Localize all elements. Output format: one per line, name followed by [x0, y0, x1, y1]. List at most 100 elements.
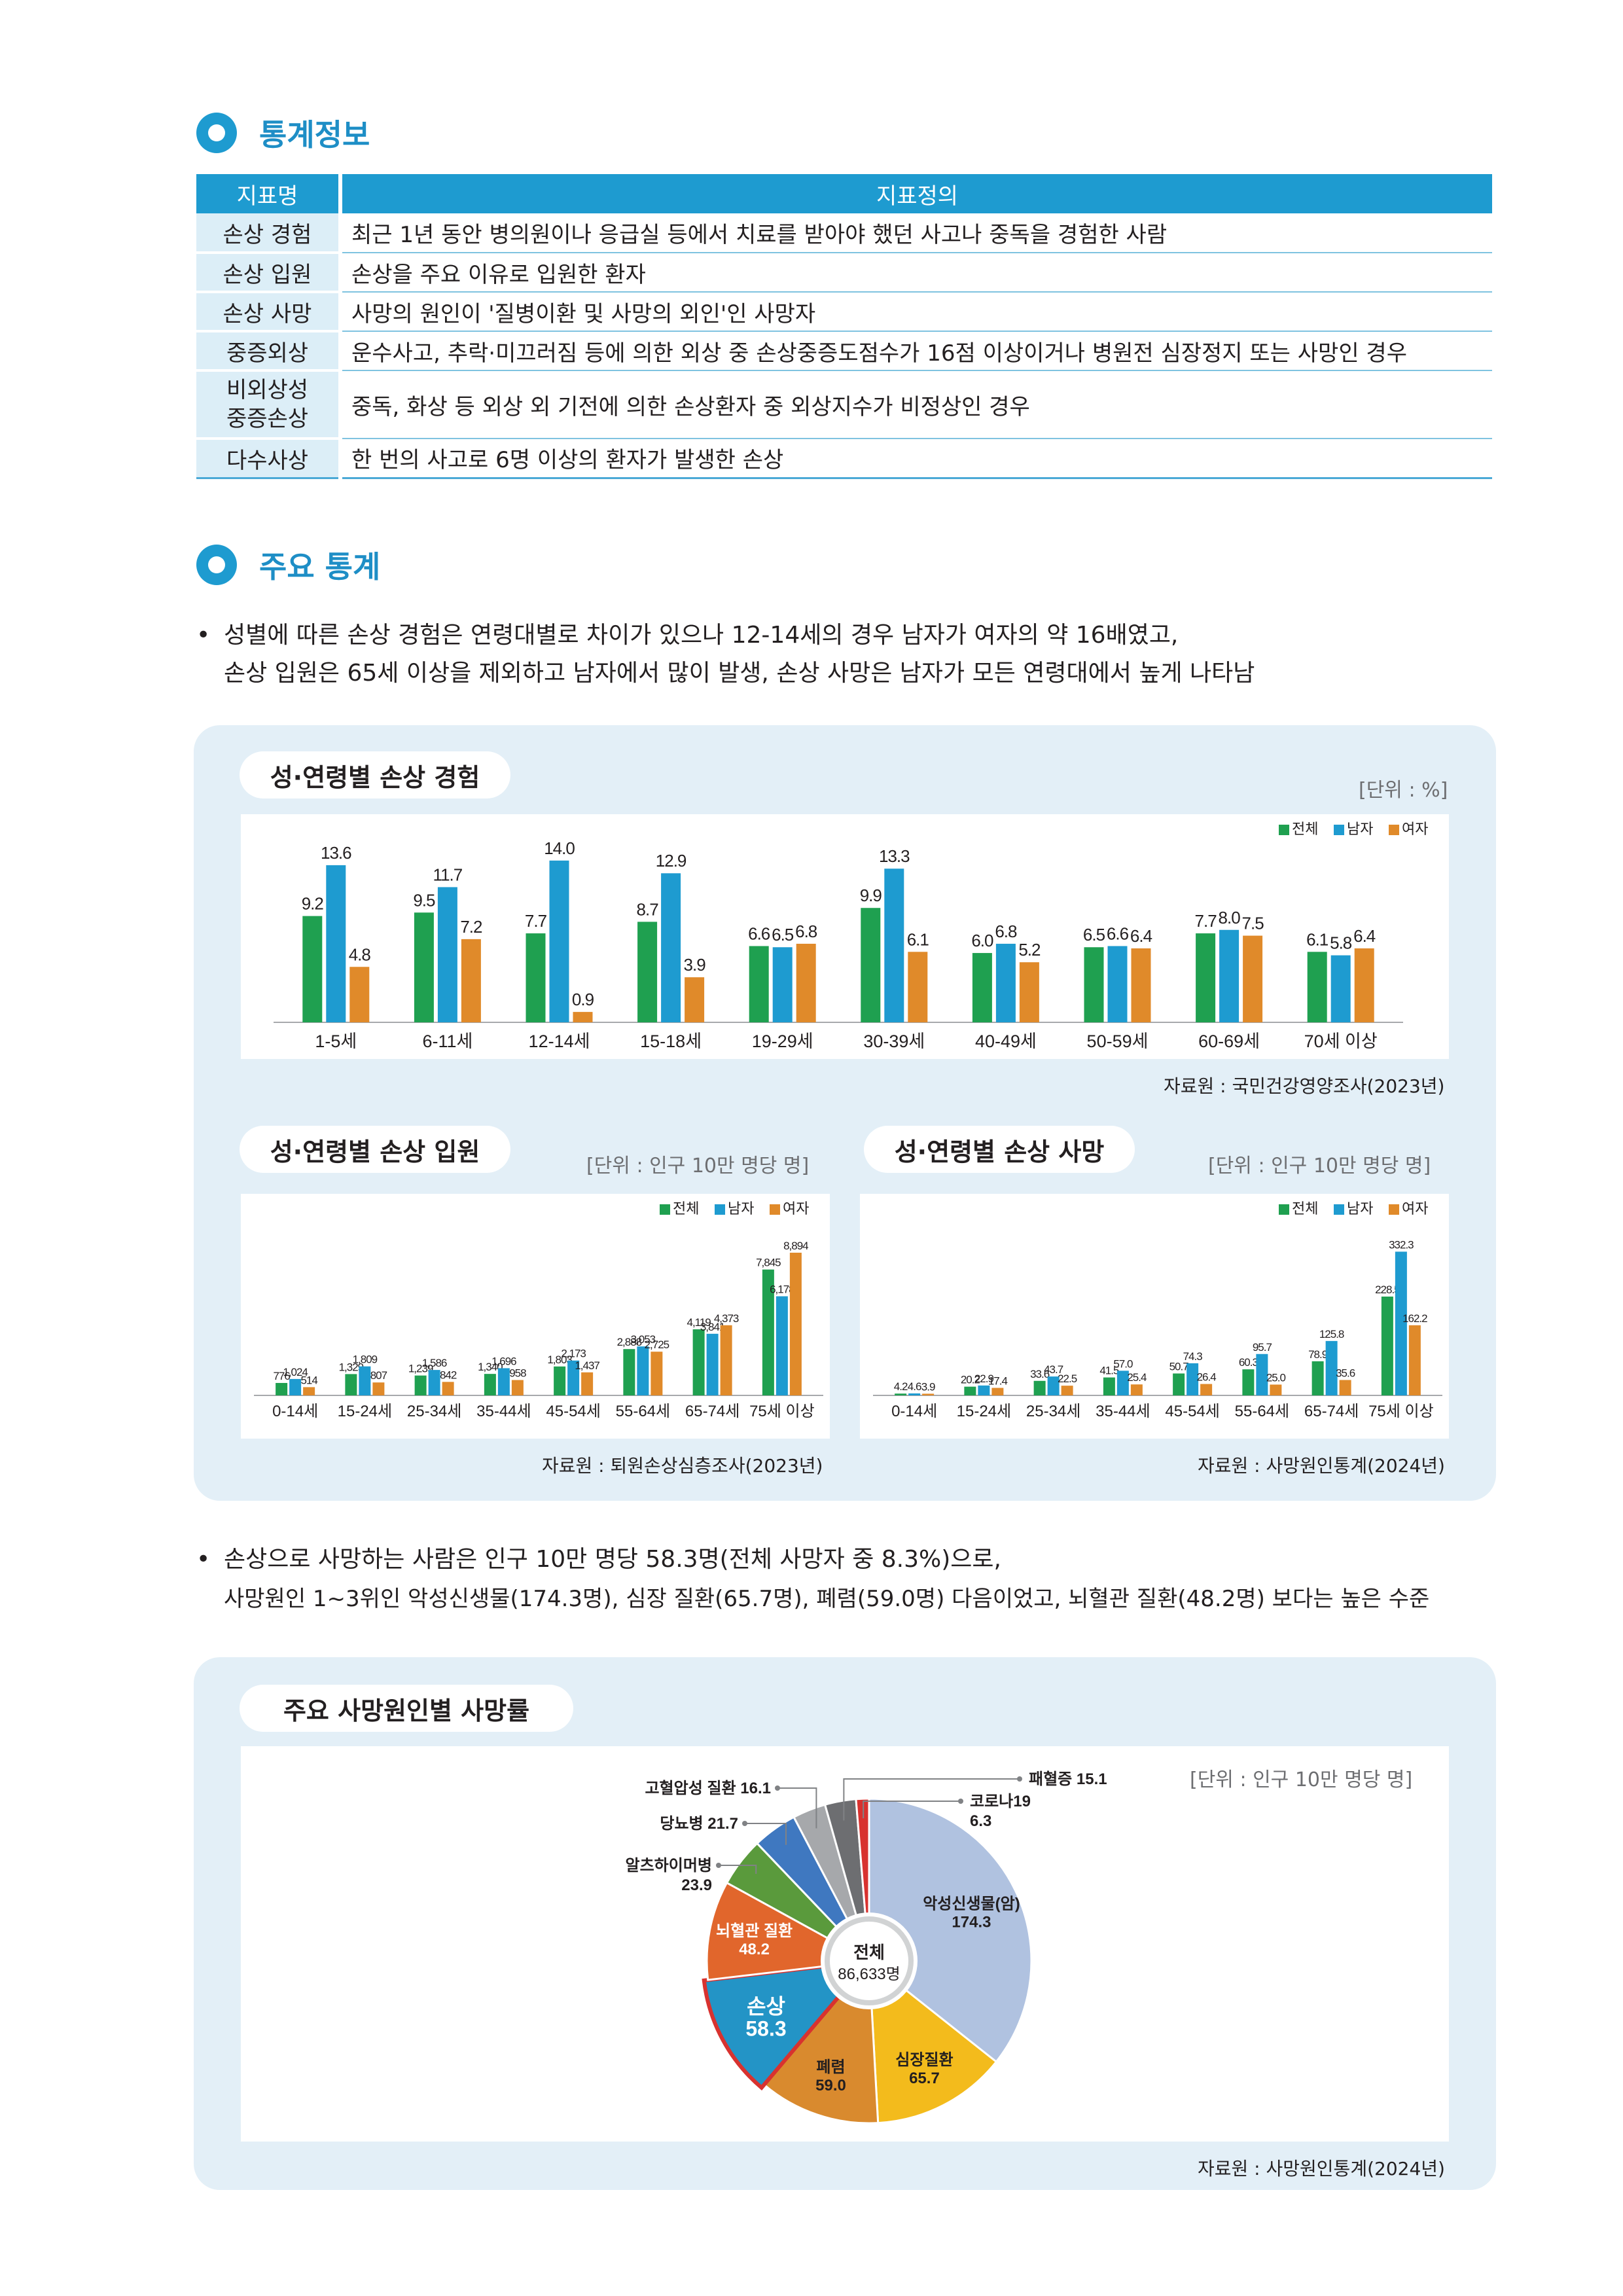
- data-label: 7.2: [460, 917, 482, 937]
- x-tick-label: 15-18세: [640, 1031, 702, 1051]
- data-label: 6.5: [1083, 925, 1105, 944]
- bar-남자: [706, 1333, 719, 1395]
- pie-slice-value: 48.2: [739, 1941, 770, 1958]
- legend-swatch: [1389, 1204, 1399, 1215]
- bar-남자: [1219, 929, 1240, 1022]
- bar-남자: [497, 1368, 510, 1395]
- data-label: 25.0: [1266, 1371, 1286, 1384]
- data-label: 332.3: [1389, 1238, 1414, 1251]
- chart-title-injury-experience: 성·연령별 손상 경험: [240, 751, 510, 798]
- x-tick-label: 0-14세: [272, 1403, 318, 1420]
- x-tick-label: 15-24세: [338, 1403, 392, 1420]
- legend-label: 전체: [1292, 821, 1318, 837]
- bar-남자: [884, 869, 904, 1022]
- bar-남자: [1256, 1354, 1268, 1395]
- data-label: 7,845: [756, 1257, 781, 1269]
- indicator-name: 중증외상: [196, 331, 342, 372]
- bar-전체: [345, 1374, 357, 1395]
- data-label: 5.8: [1330, 933, 1352, 953]
- pie-center-ring: [825, 1916, 914, 2005]
- pie-center-label: 전체: [853, 1943, 885, 1962]
- legend-swatch: [660, 1204, 670, 1215]
- legend-label: 전체: [1292, 1200, 1318, 1217]
- chart-source: 자료원 : 사망원인통계(2024년): [1198, 2158, 1445, 2179]
- x-tick-label: 75세 이상: [1368, 1403, 1434, 1420]
- data-label: 6,178: [770, 1283, 794, 1296]
- legend: 전체 남자 여자: [1279, 1200, 1428, 1217]
- chart-title-injury-death: 성·연령별 손상 사망: [864, 1126, 1135, 1173]
- data-label: 60.3: [1239, 1356, 1258, 1369]
- data-label: 6.1: [907, 929, 929, 949]
- pie-slice-value: 58.3: [745, 2017, 786, 2041]
- x-tick-label: 25-34세: [407, 1403, 461, 1420]
- data-label: 842: [440, 1369, 457, 1381]
- indicator-name: 비외상성 중증손상: [196, 370, 342, 440]
- x-tick-label: 40-49세: [975, 1031, 1037, 1051]
- summary-bullet-1: • 성별에 따른 손상 경험은 연령대별로 차이가 있으나 12-14세의 경우…: [196, 617, 1492, 695]
- legend: 전체 남자 여자: [660, 1200, 809, 1217]
- indicator-name: 손상 경험: [196, 213, 342, 254]
- bar-여자: [1243, 935, 1263, 1022]
- pie-slice-name: 심장질환: [895, 2051, 953, 2069]
- x-tick-label: 25-34세: [1026, 1403, 1080, 1420]
- data-label: 9.5: [413, 890, 435, 910]
- data-label: 6.0: [971, 931, 993, 950]
- leader-line: [745, 1823, 787, 1845]
- data-label: 6.6: [1107, 924, 1129, 943]
- legend-swatch: [715, 1204, 725, 1215]
- bar-남자: [1330, 955, 1351, 1022]
- bar-전체: [414, 912, 434, 1022]
- chart-title-injury-hospitalization: 성·연령별 손상 입원: [240, 1126, 510, 1173]
- x-tick-label: 6-11세: [422, 1031, 473, 1051]
- leader-dot: [775, 1785, 780, 1791]
- x-tick-label: 75세 이상: [749, 1403, 815, 1420]
- data-label: 6.8: [995, 922, 1017, 941]
- data-label: 22.9: [974, 1372, 994, 1385]
- table-row: 다수사상 한 번의 사고로 6명 이상의 환자가 발생한 손상: [196, 439, 1492, 479]
- data-label: 776: [273, 1370, 290, 1382]
- bar-남자: [1186, 1363, 1199, 1395]
- x-tick-label: 50-59세: [1087, 1031, 1149, 1051]
- bar-전체: [1103, 1377, 1115, 1395]
- bar-여자: [573, 1012, 593, 1022]
- indicator-definition: 중독, 화상 등 외상 외 기전에 의한 손상환자 중 외상지수가 비정상인 경…: [340, 370, 1492, 439]
- bar-여자: [1408, 1325, 1421, 1395]
- bar-전체: [1311, 1361, 1324, 1395]
- leader-line: [719, 1865, 757, 1874]
- table-header-name: 지표명: [196, 174, 342, 213]
- legend: 전체 남자 여자: [1279, 821, 1428, 837]
- data-label: 3.9: [684, 955, 706, 975]
- data-label: 20.2: [961, 1374, 980, 1386]
- x-tick-label: 30-39세: [863, 1031, 925, 1051]
- bar-여자: [651, 1352, 663, 1395]
- bar-여자: [303, 1387, 315, 1395]
- data-label: 3,053: [631, 1333, 656, 1346]
- data-label: 12.9: [656, 851, 687, 870]
- data-label: 78.9: [1308, 1348, 1328, 1361]
- bar-전체: [1173, 1373, 1185, 1395]
- data-label: 4.8: [349, 944, 371, 964]
- legend-label: 여자: [1402, 1200, 1428, 1217]
- indicator-name: 다수사상: [196, 439, 342, 479]
- data-label: 17.4: [988, 1375, 1008, 1388]
- data-label: 6.4: [1130, 926, 1152, 946]
- bar-여자: [908, 952, 928, 1022]
- bar-남자: [995, 943, 1016, 1022]
- bar-전체: [895, 1393, 907, 1395]
- data-label: 162.2: [1402, 1312, 1427, 1325]
- bar-전체: [1242, 1369, 1255, 1395]
- bar-전체: [1307, 952, 1327, 1022]
- x-tick-label: 55-64세: [1235, 1403, 1289, 1420]
- data-label: 13.6: [321, 843, 351, 863]
- chart-unit: [단위 : %]: [1359, 779, 1448, 802]
- x-tick-label: 55-64세: [616, 1403, 670, 1420]
- data-label: 9.2: [302, 894, 324, 914]
- data-label: 7.7: [525, 911, 547, 931]
- data-label: 43.7: [1044, 1363, 1063, 1376]
- bar-여자: [685, 977, 705, 1022]
- chart-injury-death: 전체 남자 여자 4.2 4.6 3.9 0-14세 20.2 22.9 17.4 15-24세 33…: [860, 1194, 1449, 1439]
- bar-전체: [526, 933, 546, 1022]
- bar-여자: [991, 1388, 1004, 1395]
- indicator-definition-table: 지표명 지표정의 손상 경험 최근 1년 동안 병의원이나 응급실 등에서 치료를…: [196, 174, 1492, 479]
- data-label: 6.4: [1353, 926, 1376, 946]
